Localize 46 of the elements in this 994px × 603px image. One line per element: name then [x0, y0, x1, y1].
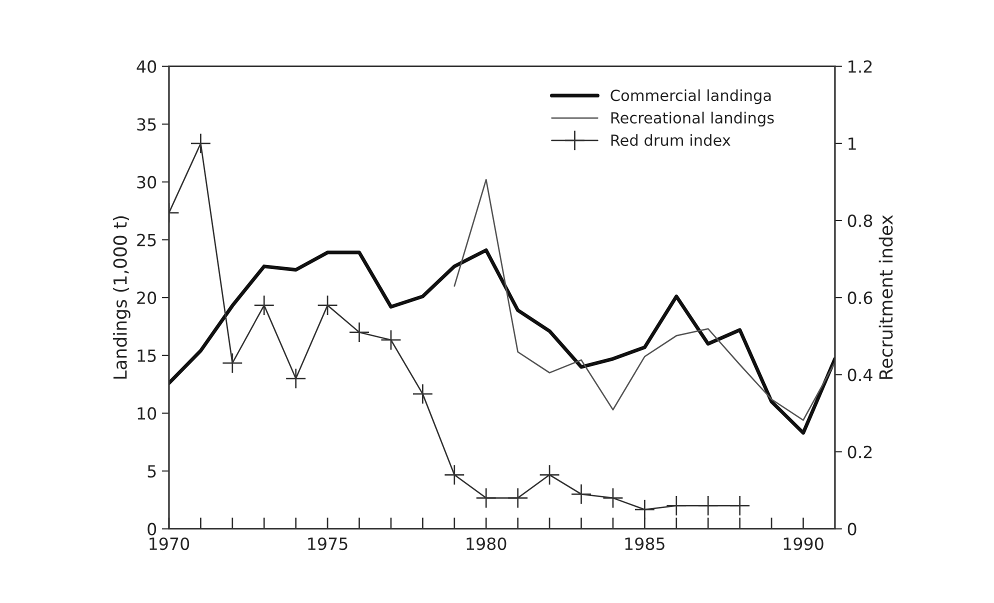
y2-axis-title: Recruitment index: [878, 215, 893, 379]
legend-label: Red drum index: [611, 134, 730, 146]
y-tick-label: 25: [137, 234, 156, 246]
line-series: [454, 178, 835, 421]
point: [285, 368, 306, 389]
point: [254, 294, 275, 316]
point: [698, 495, 719, 516]
y2-tick-label: 1: [848, 138, 856, 150]
y-tick-label: 15: [138, 350, 156, 362]
x-tick-label: 1990: [784, 537, 824, 550]
y2-tick-label: 0.4: [848, 368, 872, 382]
y-tick-label: 0: [148, 522, 156, 536]
y2-tick-label: 0.6: [848, 292, 872, 304]
point: [317, 294, 338, 316]
y-tick-label: 30: [137, 176, 156, 189]
y2-tick-label: 0: [848, 522, 856, 536]
point: [570, 484, 592, 505]
x-tick-label: 1970: [150, 537, 190, 550]
point: [348, 322, 370, 343]
y2-tick-label: 0.8: [848, 214, 872, 228]
point: [380, 330, 402, 350]
point: [666, 495, 687, 516]
point: [507, 488, 528, 508]
x-tick-label: 1980: [466, 537, 506, 550]
y2-tick-label: 1.2: [848, 60, 872, 73]
y-tick-label: 20: [137, 292, 156, 304]
point: [222, 352, 243, 374]
y-axis-title: Landings (1,000 t): [112, 216, 130, 379]
y-tick-label: 40: [136, 60, 156, 73]
y2-tick-label: 0.2: [848, 446, 872, 458]
legend-label: Commercial landinga: [610, 89, 771, 104]
point: [602, 488, 624, 508]
y-tick-label: 5: [148, 465, 156, 478]
point: [190, 132, 212, 154]
line-series: [168, 248, 835, 435]
legend-label: Recreational landings: [611, 112, 774, 127]
point: [539, 464, 560, 486]
point: [476, 488, 497, 508]
x-tick-label: 1975: [308, 537, 348, 550]
point: [634, 499, 656, 520]
point: [412, 384, 434, 404]
point: [729, 495, 750, 516]
y-tick-label: 35: [137, 118, 156, 131]
y-tick-label: 10: [138, 407, 156, 420]
point: [444, 464, 465, 486]
x-tick-label: 1985: [625, 537, 664, 550]
